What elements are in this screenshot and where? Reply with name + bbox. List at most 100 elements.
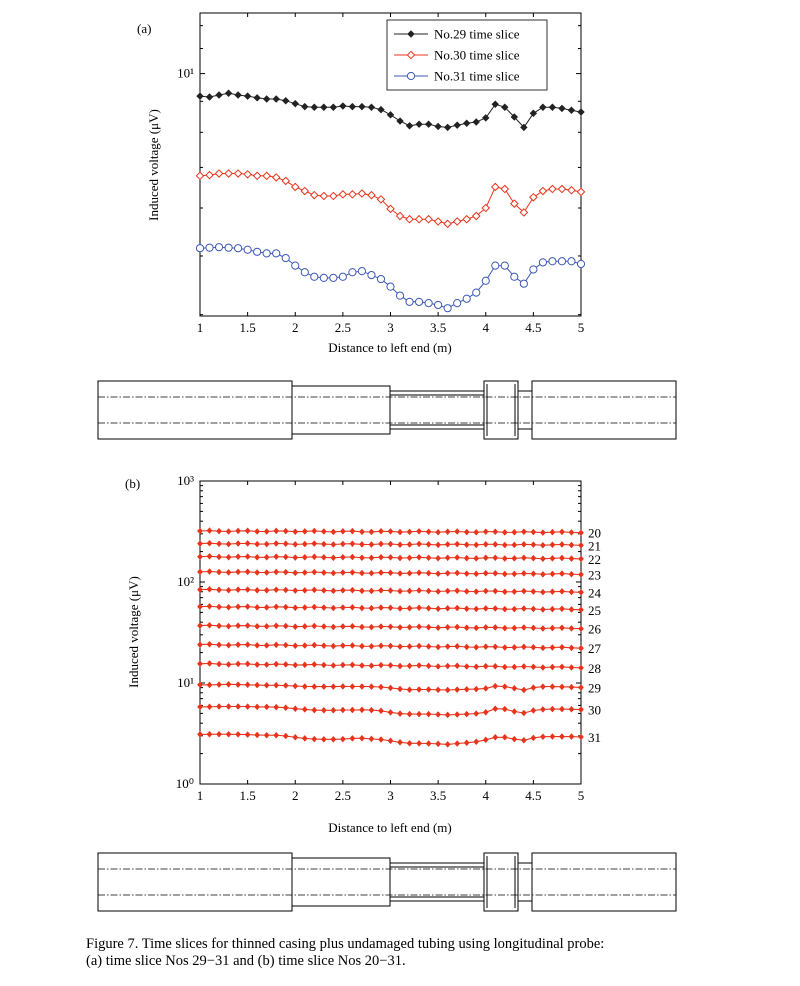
data-point <box>273 731 280 739</box>
data-point <box>282 641 289 649</box>
data-point <box>559 733 565 740</box>
y-tick-label-a: 10¹ <box>177 66 194 81</box>
data-point <box>559 570 565 577</box>
data-point <box>320 553 327 561</box>
data-point <box>368 662 375 670</box>
legend-entry-label: No.29 time slice <box>434 27 520 42</box>
data-point <box>320 540 327 548</box>
data-point <box>216 703 222 710</box>
data-point <box>482 736 489 744</box>
data-point <box>244 527 251 535</box>
series-label-b: 28 <box>588 661 601 676</box>
caption-line-1: Figure 7. Time slices for thinned casing… <box>86 936 605 952</box>
data-point <box>559 663 565 671</box>
data-point <box>358 528 365 536</box>
data-point <box>387 661 394 669</box>
x-tick-label-a: 1.5 <box>240 320 256 335</box>
data-point <box>235 540 242 547</box>
data-point <box>443 123 452 132</box>
data-point <box>444 662 451 670</box>
data-point <box>548 184 557 194</box>
data-point <box>397 541 403 549</box>
data-point <box>235 730 242 738</box>
data-point <box>492 587 499 595</box>
data-point <box>520 540 527 548</box>
x-tick-label-b: 2.5 <box>335 788 351 803</box>
data-point <box>549 570 556 578</box>
data-point <box>206 730 213 738</box>
data-point <box>273 641 280 649</box>
data-point <box>444 623 451 631</box>
data-point <box>539 683 546 691</box>
data-point <box>387 569 394 577</box>
data-point <box>291 99 299 108</box>
data-point <box>492 569 499 577</box>
data-point <box>233 169 243 178</box>
data-point <box>452 217 462 226</box>
data-point <box>301 553 308 561</box>
data-point <box>557 184 567 194</box>
data-point <box>339 623 346 630</box>
data-point <box>482 685 489 692</box>
data-point <box>387 709 394 716</box>
data-point <box>557 257 567 266</box>
series-b-30 <box>197 703 584 719</box>
data-point <box>519 208 529 217</box>
data-point <box>225 730 232 738</box>
data-point <box>530 588 537 595</box>
data-point <box>311 622 318 630</box>
data-point <box>225 540 232 548</box>
data-point <box>425 662 432 670</box>
data-point <box>263 569 270 576</box>
data-point <box>549 644 556 651</box>
caption-line-2: (a) time slice Nos 29−31 and (b) time sl… <box>86 953 406 969</box>
data-point <box>301 540 308 548</box>
tubing-schematic-b <box>97 852 677 912</box>
data-point <box>358 683 365 690</box>
data-point <box>482 569 489 577</box>
series-b-27 <box>197 640 584 652</box>
data-point <box>358 604 365 612</box>
data-point <box>549 541 556 549</box>
data-point <box>463 605 470 613</box>
data-point <box>576 259 586 269</box>
data-point <box>310 103 319 111</box>
data-point <box>320 735 327 743</box>
data-point <box>235 703 242 710</box>
data-point <box>539 529 546 537</box>
data-point <box>263 528 270 535</box>
data-point <box>254 569 261 576</box>
data-point <box>482 114 490 122</box>
data-point <box>510 199 519 208</box>
data-point <box>520 528 527 536</box>
data-point <box>378 553 384 561</box>
data-point <box>235 681 242 688</box>
data-point <box>244 540 251 547</box>
data-point <box>301 642 308 649</box>
data-point <box>463 624 470 632</box>
data-point <box>243 92 252 100</box>
data-point <box>568 664 575 671</box>
data-point <box>443 219 452 229</box>
data-point <box>567 185 576 195</box>
data-point <box>311 735 318 743</box>
data-point <box>463 643 470 651</box>
data-point <box>568 644 575 652</box>
data-point <box>272 249 281 258</box>
data-point <box>225 703 232 710</box>
data-point <box>454 554 461 561</box>
data-point <box>405 297 414 306</box>
data-point <box>539 570 546 578</box>
data-point <box>435 541 442 549</box>
data-point <box>387 604 394 612</box>
data-point <box>568 588 575 596</box>
y-tick-label-b: 10³ <box>177 473 194 488</box>
data-point <box>330 735 337 743</box>
data-point <box>539 733 546 741</box>
legend-entry-label: No.31 time slice <box>434 69 520 84</box>
data-point <box>568 570 575 578</box>
data-point <box>406 541 413 548</box>
data-point <box>414 297 424 306</box>
data-point <box>378 540 384 548</box>
data-point <box>406 604 413 612</box>
